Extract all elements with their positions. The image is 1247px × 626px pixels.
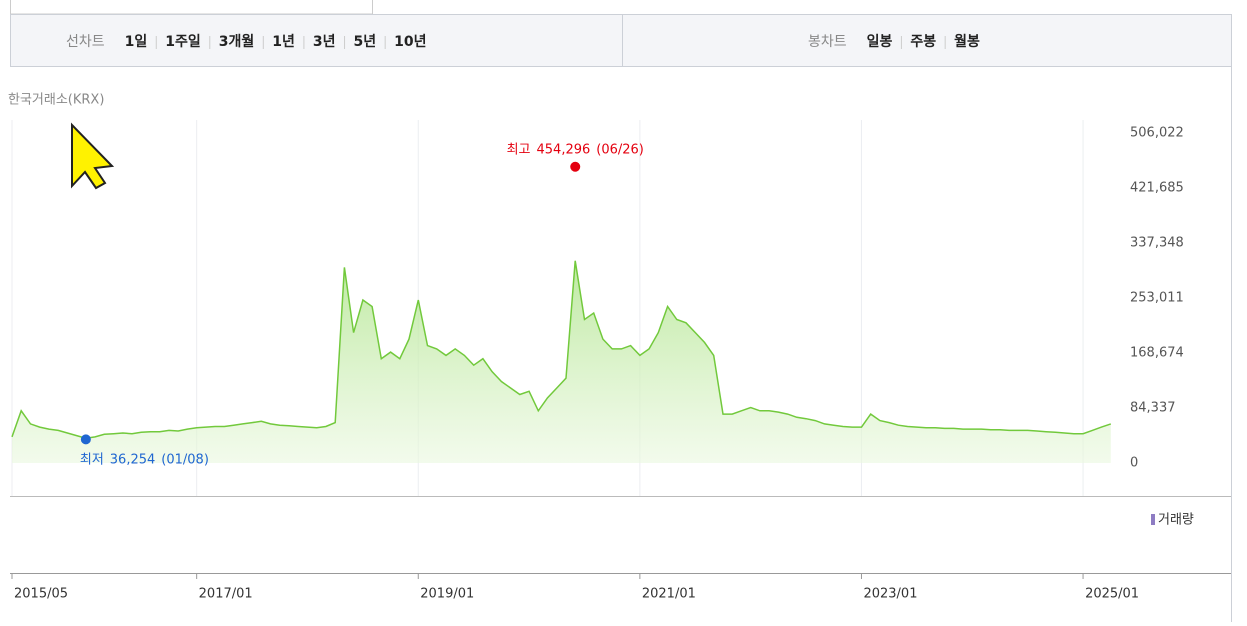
line-chart-tab[interactable]: 3개월: [219, 33, 255, 50]
legend-swatch: [1151, 514, 1155, 525]
x-tick-label: 2023/01: [863, 587, 917, 602]
source-label: 한국거래소(KRX): [8, 93, 104, 108]
extreme-label: 최고 454,296 (06/26): [507, 142, 644, 157]
extreme-date: (01/08): [161, 452, 209, 467]
line-chart-tab[interactable]: 10년: [394, 34, 426, 50]
cursor: [71, 122, 115, 190]
line-chart-tab[interactable]: 5년: [354, 34, 377, 50]
extreme-value-label: 454,296: [537, 142, 591, 157]
y-tick-label: 168,674: [1130, 346, 1184, 361]
extreme-label: 최고: [507, 142, 531, 157]
extreme-value-label: 36,254: [110, 452, 156, 467]
candle-chart-tab[interactable]: 주봉: [910, 34, 936, 50]
tab-bar: [10, 14, 1232, 67]
x-tick-label: 2021/01: [642, 587, 696, 602]
extreme-label: 최저: [80, 452, 104, 467]
x-tick-label: 2025/01: [1085, 587, 1139, 602]
x-tick-label: 2015/05: [14, 587, 68, 602]
extreme-label: 최저 36,254 (01/08): [80, 452, 209, 467]
tab-group-label: 봉차트: [808, 34, 847, 50]
extreme-date: (06/26): [596, 142, 644, 157]
candle-chart-tab[interactable]: 월봉: [954, 33, 980, 50]
x-tick-label: 2017/01: [199, 587, 253, 602]
line-chart-tab[interactable]: 1년: [272, 34, 295, 50]
line-chart-tab[interactable]: 1일: [125, 34, 148, 50]
y-tick-label: 506,022: [1130, 126, 1184, 141]
line-chart-tab[interactable]: 3년: [313, 34, 336, 50]
legend-label: 거래량: [1158, 513, 1194, 528]
candle-chart-tab[interactable]: 일봉: [867, 34, 893, 50]
area-fill: [12, 260, 1111, 463]
line-chart-tab[interactable]: 1주일: [165, 34, 201, 50]
y-tick-label: 421,685: [1130, 181, 1184, 196]
y-tick-label: 0: [1130, 456, 1138, 471]
top-box: [10, 0, 373, 15]
tab-group-label: 선차트: [66, 34, 105, 50]
y-tick-label: 253,011: [1130, 291, 1184, 306]
x-tick-label: 2019/01: [420, 587, 474, 602]
extreme-marker: [80, 434, 91, 445]
y-tick-label: 337,348: [1130, 236, 1184, 251]
y-tick-label: 84,337: [1130, 401, 1176, 416]
extreme-marker: [570, 161, 581, 172]
price-line: [11, 260, 1112, 439]
